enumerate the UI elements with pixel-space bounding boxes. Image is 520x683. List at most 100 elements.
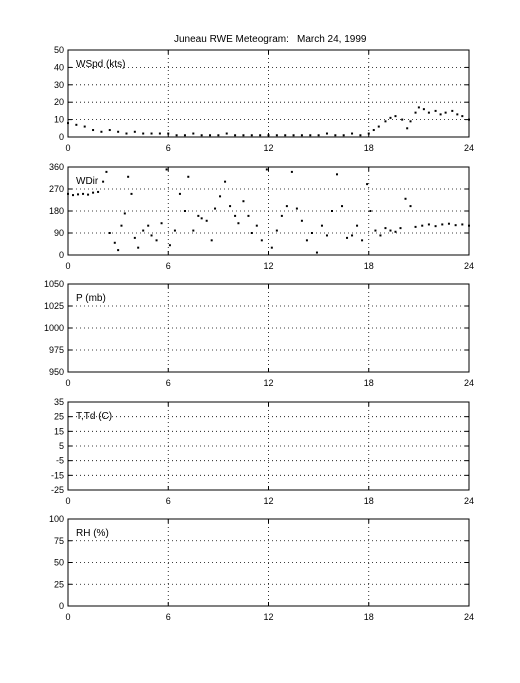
data-point bbox=[83, 125, 86, 128]
data-point bbox=[275, 229, 278, 232]
data-point bbox=[285, 205, 288, 208]
data-point bbox=[214, 207, 217, 210]
data-point bbox=[422, 108, 425, 111]
data-point bbox=[67, 122, 69, 125]
data-point bbox=[334, 134, 337, 137]
data-point bbox=[421, 224, 424, 227]
data-point bbox=[150, 234, 153, 237]
data-point bbox=[434, 225, 437, 228]
data-point bbox=[183, 134, 186, 137]
x-tick-label: 12 bbox=[263, 378, 273, 388]
y-tick-label: 270 bbox=[49, 184, 64, 194]
chart-title-date: March 24, 1999 bbox=[297, 34, 367, 45]
data-point bbox=[280, 214, 283, 217]
data-point bbox=[175, 134, 178, 137]
y-tick-label: 10 bbox=[54, 115, 64, 125]
data-point bbox=[173, 229, 176, 232]
data-point bbox=[217, 134, 220, 137]
data-point bbox=[237, 222, 240, 225]
data-point bbox=[242, 134, 245, 137]
data-point bbox=[108, 232, 111, 234]
data-point bbox=[229, 205, 232, 208]
data-point bbox=[102, 180, 105, 183]
data-point bbox=[259, 134, 262, 137]
data-point bbox=[133, 236, 136, 239]
data-point bbox=[320, 224, 323, 227]
x-tick-label: 18 bbox=[364, 612, 374, 622]
data-point bbox=[342, 134, 345, 137]
data-point bbox=[292, 134, 295, 137]
x-tick-label: 18 bbox=[364, 143, 374, 153]
data-point bbox=[384, 120, 387, 123]
data-point bbox=[155, 239, 158, 242]
y-tick-label: -5 bbox=[56, 456, 64, 466]
data-point bbox=[427, 223, 430, 226]
data-point bbox=[389, 229, 392, 232]
data-point bbox=[92, 191, 95, 194]
data-point bbox=[372, 129, 375, 132]
panel-label: WDir bbox=[76, 176, 99, 187]
x-tick-label: 24 bbox=[464, 496, 474, 506]
x-tick-label: 12 bbox=[263, 143, 273, 153]
data-point bbox=[209, 134, 212, 137]
data-point bbox=[414, 111, 417, 114]
data-point bbox=[127, 175, 130, 178]
y-tick-label: 0 bbox=[59, 601, 64, 611]
x-tick-label: 18 bbox=[364, 378, 374, 388]
panel-label: P (mb) bbox=[76, 293, 106, 304]
data-point bbox=[461, 115, 464, 118]
y-tick-label: 1000 bbox=[44, 323, 64, 333]
data-point bbox=[284, 134, 287, 137]
data-point bbox=[75, 123, 78, 126]
data-point bbox=[451, 109, 454, 112]
data-point bbox=[275, 134, 278, 137]
y-tick-label: -25 bbox=[51, 485, 64, 495]
panel-2: 0 6 12 18 24 950 975 1000 1025 1050 P (mb) bbox=[44, 279, 474, 388]
x-tick-label: 0 bbox=[65, 612, 70, 622]
panel-label: RH (%) bbox=[76, 528, 109, 539]
data-point bbox=[108, 129, 111, 132]
data-point bbox=[234, 134, 237, 137]
data-point bbox=[325, 132, 328, 135]
x-tick-label: 18 bbox=[364, 261, 374, 271]
data-point bbox=[133, 130, 136, 133]
y-tick-label: -15 bbox=[51, 470, 64, 480]
data-point bbox=[409, 120, 412, 123]
data-point bbox=[434, 109, 437, 112]
y-tick-label: 360 bbox=[49, 162, 64, 172]
data-point bbox=[137, 246, 140, 249]
data-point bbox=[210, 239, 213, 242]
x-tick-label: 24 bbox=[464, 378, 474, 388]
data-point bbox=[389, 116, 392, 119]
data-point bbox=[192, 132, 195, 135]
x-tick-label: 0 bbox=[65, 261, 70, 271]
data-point bbox=[97, 190, 100, 193]
data-point bbox=[300, 219, 303, 222]
data-point bbox=[147, 224, 150, 227]
panel-label: T,Td (C) bbox=[76, 411, 112, 422]
data-point bbox=[167, 132, 170, 135]
data-point bbox=[234, 214, 237, 217]
data-point bbox=[379, 234, 382, 237]
data-point bbox=[367, 132, 370, 135]
data-point bbox=[77, 193, 80, 196]
data-point bbox=[125, 132, 128, 135]
data-point bbox=[67, 192, 69, 195]
y-tick-label: 15 bbox=[54, 426, 64, 436]
data-point bbox=[330, 210, 333, 212]
data-point bbox=[384, 227, 387, 230]
x-tick-label: 6 bbox=[166, 496, 171, 506]
y-tick-label: 0 bbox=[59, 250, 64, 260]
data-point bbox=[461, 223, 464, 226]
data-point bbox=[117, 249, 120, 252]
data-point bbox=[250, 134, 253, 137]
x-tick-label: 12 bbox=[263, 612, 273, 622]
data-point bbox=[406, 127, 409, 130]
y-tick-label: 1025 bbox=[44, 301, 64, 311]
panel-4: 0 6 12 18 24 0 25 50 75 100 RH (%) bbox=[49, 514, 474, 622]
data-point bbox=[310, 232, 313, 234]
data-point bbox=[142, 132, 145, 135]
data-point bbox=[399, 227, 402, 230]
chart-title-text: Juneau RWE Meteogram: bbox=[174, 34, 289, 45]
x-tick-label: 6 bbox=[166, 261, 171, 271]
